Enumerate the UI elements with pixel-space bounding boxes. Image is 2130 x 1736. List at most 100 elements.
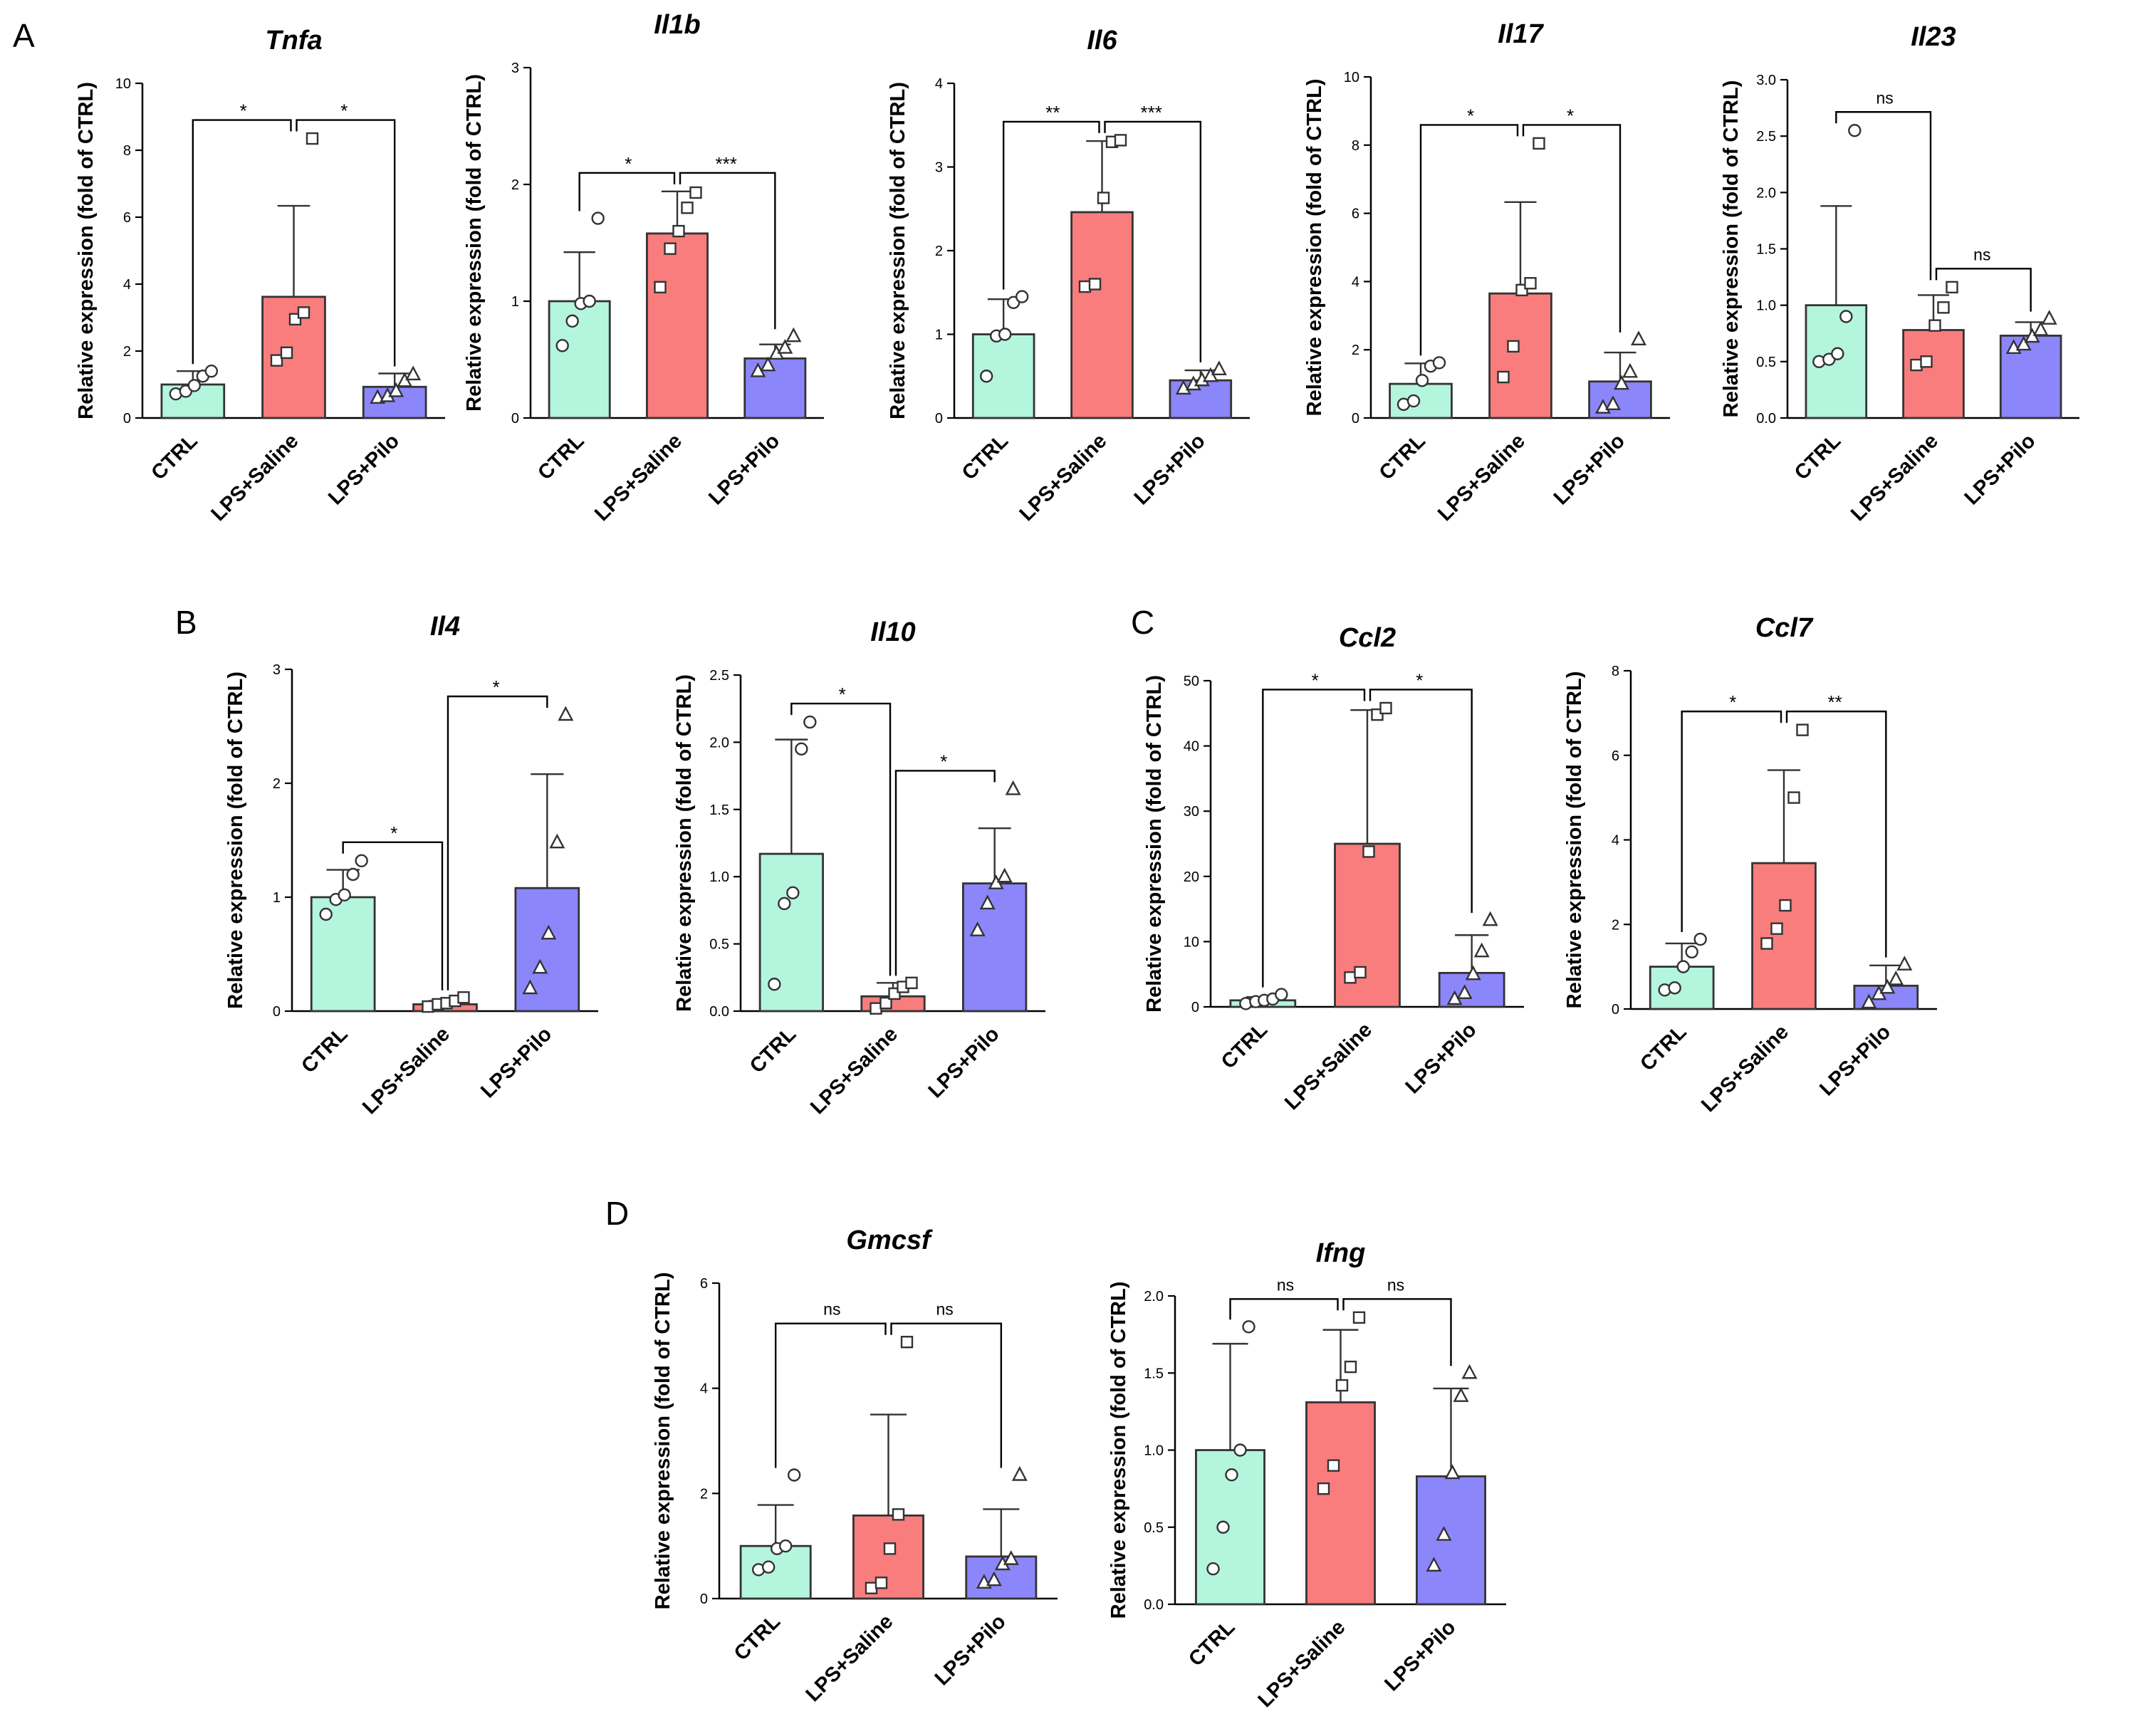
- bar-group-1: [852, 1335, 924, 1600]
- significance-label: ns: [1277, 1275, 1294, 1294]
- data-point: [1668, 981, 1681, 995]
- bar-group-0: [739, 1468, 812, 1600]
- significance-bracket: ***: [1104, 102, 1202, 362]
- x-tick-label: LPS+Pilo: [1550, 429, 1629, 509]
- y-tick-label: 6: [700, 1276, 708, 1292]
- data-point: [986, 1571, 1002, 1586]
- y-tick-label: 30: [1184, 804, 1199, 820]
- x-tick-label: CTRL: [1217, 1018, 1272, 1073]
- data-point: [1344, 1360, 1357, 1374]
- bar: [743, 357, 807, 419]
- y-tick-label: 0.5: [1756, 355, 1776, 370]
- data-point: [1796, 723, 1809, 736]
- significance-bracket: *: [192, 100, 292, 365]
- significance-label: ns: [823, 1300, 840, 1319]
- data-point: [1175, 380, 1191, 395]
- x-tick-label: LPS+Saline: [1280, 1018, 1377, 1114]
- bar-group-0: [1229, 988, 1297, 1010]
- y-tick-label: 50: [1184, 674, 1199, 689]
- bracket-line: [679, 172, 776, 330]
- data-point: [1920, 355, 1933, 368]
- bar-group-2: [362, 365, 427, 419]
- x-tick-label: CTRL: [730, 1610, 785, 1665]
- significance-bracket: ns: [1935, 245, 2032, 312]
- bar: [1070, 211, 1134, 419]
- bracket-line: [1369, 689, 1473, 914]
- data-point: [270, 354, 283, 367]
- y-tick-label: 4: [123, 277, 131, 293]
- bar-group-2: [1999, 310, 2062, 419]
- significance-bracket: ***: [679, 153, 776, 330]
- data-point: [875, 1576, 888, 1589]
- chart-gmcsf: Gmcsf Relative expression (fold of CTRL) 0…: [652, 1225, 1058, 1706]
- data-point: [1379, 701, 1392, 715]
- data-point: [1242, 1320, 1255, 1334]
- significance-bracket: ns: [890, 1300, 1003, 1468]
- y-tick-label: 6: [123, 210, 131, 226]
- y-tick-label: 1.5: [1144, 1366, 1164, 1381]
- bar-group-0: [758, 715, 824, 1013]
- bracket-line: [1681, 710, 1782, 933]
- data-point: [892, 1508, 905, 1521]
- y-tick-label: 0: [273, 1004, 281, 1020]
- significance-label: *: [240, 100, 247, 122]
- y-tick-label: 2.0: [1756, 185, 1776, 201]
- data-point: [1317, 1482, 1330, 1495]
- significance-bracket: ns: [774, 1300, 887, 1468]
- y-tick-label: 1: [273, 890, 281, 906]
- data-point: [457, 991, 470, 1004]
- y-tick-label: 4: [1612, 833, 1619, 849]
- x-tick-label: LPS+Saline: [1016, 429, 1112, 525]
- panel-letter-a: A: [13, 17, 35, 54]
- x-tick-label: LPS+Pilo: [476, 1023, 556, 1102]
- data-point: [565, 314, 579, 328]
- data-point: [1910, 358, 1923, 372]
- chart-title: Il17: [1498, 19, 1544, 49]
- data-point: [1233, 1443, 1247, 1457]
- significance-bracket: *: [1419, 105, 1519, 356]
- bracket-line: [774, 1322, 887, 1468]
- bracket-line: [296, 119, 396, 367]
- y-tick-label: 2: [700, 1486, 708, 1502]
- significance-bracket: *: [1522, 105, 1622, 333]
- bracket-line: [1935, 268, 2032, 312]
- y-tick-label: 0.0: [1144, 1597, 1164, 1613]
- y-tick-label: 1: [935, 328, 943, 343]
- bar: [1488, 292, 1552, 419]
- y-tick-label: 3.0: [1756, 73, 1776, 88]
- x-tick-label: LPS+Pilo: [1130, 429, 1210, 509]
- chart-title: Ifng: [1316, 1238, 1366, 1268]
- x-tick-label: CTRL: [1636, 1020, 1691, 1075]
- x-tick-label: LPS+Saline: [806, 1023, 902, 1119]
- bar-group-1: [1334, 701, 1401, 1008]
- y-tick-label: 10: [1344, 70, 1359, 85]
- chart-title: Ccl7: [1755, 613, 1814, 643]
- y-tick-label: 2: [1352, 343, 1359, 358]
- significance-label: *: [1312, 669, 1319, 691]
- data-point: [1507, 340, 1520, 353]
- data-point: [204, 365, 219, 378]
- bar: [1902, 329, 1965, 419]
- data-point: [1097, 192, 1110, 204]
- significance-bracket: **: [1002, 102, 1100, 290]
- significance-label: *: [340, 100, 348, 122]
- data-point: [1088, 278, 1102, 291]
- bracket-line: [1522, 124, 1622, 333]
- bracket-line: [1835, 111, 1932, 281]
- bar: [646, 232, 709, 419]
- data-point: [1406, 394, 1421, 408]
- data-point: [2015, 335, 2032, 351]
- bracket-line: [1262, 689, 1366, 988]
- y-tick-label: 0.5: [1144, 1520, 1164, 1536]
- bracket-line: [447, 695, 548, 990]
- data-point: [1482, 911, 1498, 926]
- bar-group-2: [1169, 360, 1233, 419]
- x-tick-label: LPS+Saline: [1847, 429, 1943, 525]
- y-axis-label: Relative expression (fold of CTRL): [1720, 80, 1743, 418]
- data-point: [370, 389, 386, 404]
- data-point: [280, 346, 293, 360]
- significance-bracket: *: [578, 153, 676, 211]
- data-point: [654, 281, 667, 294]
- bracket-line: [790, 702, 892, 976]
- bar-group-2: [962, 780, 1028, 1013]
